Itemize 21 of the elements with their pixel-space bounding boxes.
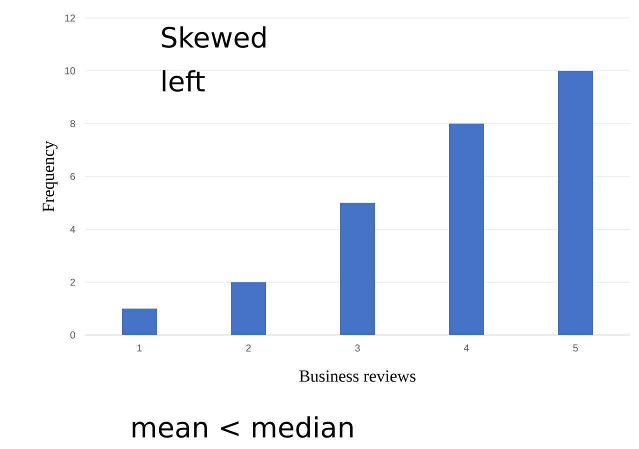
y-tick-label: 4 — [70, 226, 76, 233]
x-tick-label: 5 — [573, 344, 578, 352]
bar — [340, 202, 376, 335]
x-axis-title: Business reviews — [299, 370, 416, 382]
x-tick-label: 2 — [246, 344, 251, 352]
annotation: Skewed left — [162, 26, 266, 92]
bar — [122, 308, 157, 335]
x-tick-label: 3 — [355, 344, 360, 352]
x-tick-label: 4 — [464, 344, 469, 352]
bar — [231, 282, 266, 335]
y-tick-label: 6 — [70, 172, 76, 180]
bar — [449, 124, 484, 335]
x-tick-label: 1 — [137, 344, 142, 352]
y-tick-label: 2 — [70, 278, 75, 286]
y-tick-label: 0 — [70, 331, 76, 339]
y-tick-label: 12 — [65, 14, 75, 22]
text: mean < median — [132, 416, 353, 438]
y-axis-title: Frequency — [42, 140, 58, 212]
bar — [558, 70, 594, 335]
y-tick-label: 10 — [65, 67, 76, 74]
y-tick-label: 8 — [70, 120, 76, 128]
